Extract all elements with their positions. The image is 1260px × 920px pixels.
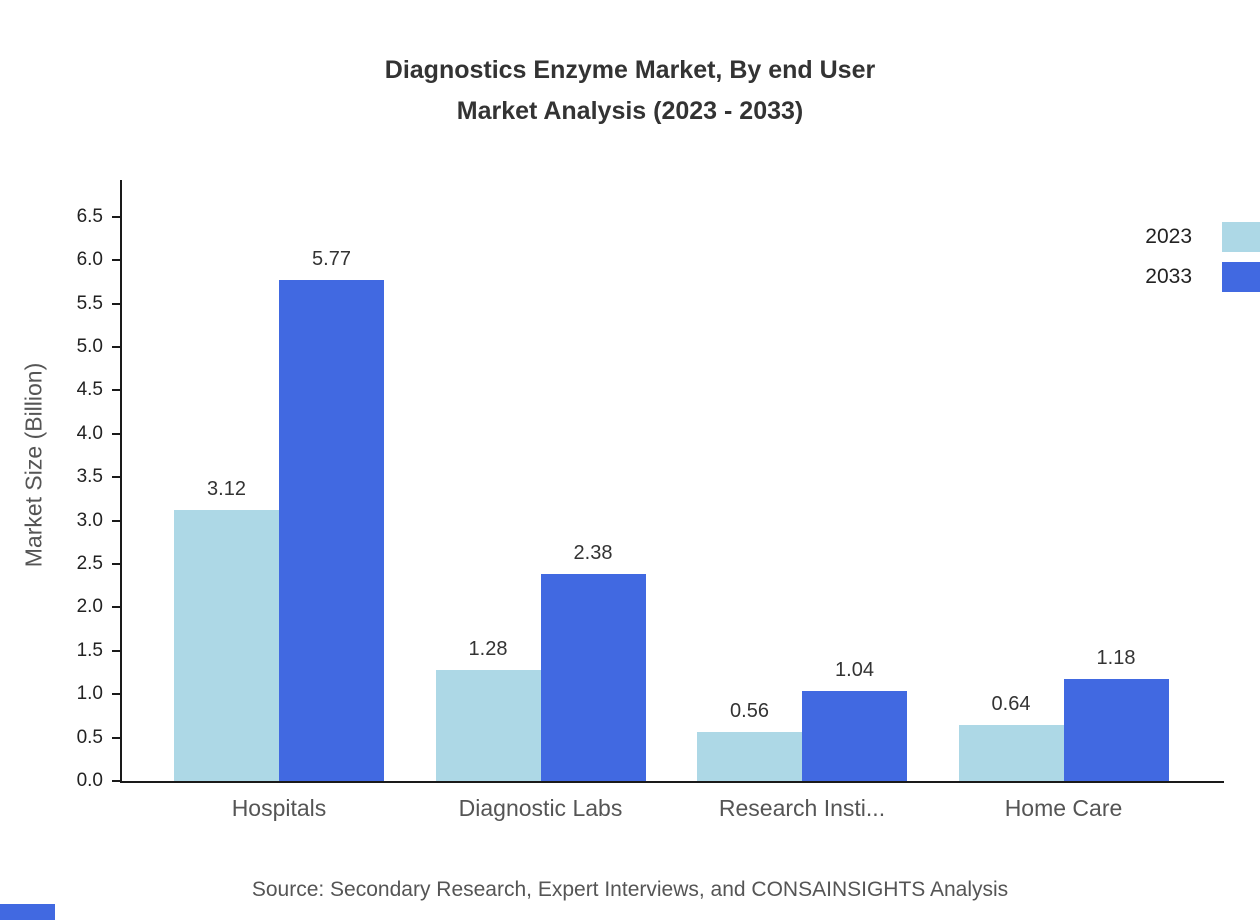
chart-title: Diagnostics Enzyme Market, By end User M… xyxy=(0,50,1260,132)
y-tick-label: 5.5 xyxy=(76,292,103,314)
y-tick-label: 4.0 xyxy=(76,422,103,444)
y-tick-label: 1.0 xyxy=(76,683,103,705)
y-tick-mark xyxy=(112,302,120,305)
y-tick-mark xyxy=(112,259,120,262)
source-note: Source: Secondary Research, Expert Inter… xyxy=(251,878,1009,901)
bar-2033-hospitals xyxy=(279,280,384,781)
y-tick-label: 6.5 xyxy=(76,205,103,227)
chart-title-line1: Diagnostics Enzyme Market, By end User xyxy=(384,56,876,84)
y-tick-label: 3.0 xyxy=(76,509,103,531)
y-tick-label: 2.0 xyxy=(76,596,103,618)
legend-label: 2023 xyxy=(1145,225,1192,248)
legend-swatch xyxy=(1222,262,1260,292)
y-tick-label: 2.5 xyxy=(76,553,103,574)
y-tick-label: 4.5 xyxy=(76,379,103,401)
value-label: 1.18 xyxy=(1096,646,1136,669)
bar-2033-research-insti- xyxy=(802,690,907,781)
category-label: Hospitals xyxy=(231,795,327,821)
chart-title-line2: Market Analysis (2023 - 2033) xyxy=(456,97,804,125)
brand-bar xyxy=(0,904,55,920)
value-label: 0.64 xyxy=(991,693,1031,716)
bar-2023-diagnostic-labs xyxy=(435,669,541,781)
value-label: 5.77 xyxy=(312,248,351,271)
y-tick-label: 3.5 xyxy=(76,466,103,488)
value-label: 0.56 xyxy=(730,700,769,723)
y-tick-mark xyxy=(112,606,120,609)
legend: 2023 2033 xyxy=(1145,222,1260,302)
y-tick-mark xyxy=(112,563,120,565)
legend-swatch xyxy=(1222,222,1260,252)
y-tick-mark xyxy=(112,693,120,696)
legend-item-2033: 2033 xyxy=(1145,262,1260,292)
category-label: Diagnostic Labs xyxy=(458,795,623,821)
y-tick-mark xyxy=(112,346,120,348)
value-label: 1.28 xyxy=(468,637,508,660)
bar-2033-diagnostic-labs xyxy=(540,574,646,781)
y-tick-mark xyxy=(112,432,120,435)
y-tick-mark xyxy=(112,736,120,739)
y-axis-ticks: 0.0 0.5 1.0 1.5 2.0 2.5 3.0 3.5 4.0 4.5 5.0 5.5 6.0 6… xyxy=(0,180,120,791)
bar-2033-home-care xyxy=(1063,678,1169,781)
y-tick-label: 0.5 xyxy=(76,726,103,748)
legend-item-2023: 2023 xyxy=(1145,222,1260,252)
bar-2023-hospitals xyxy=(174,510,279,781)
y-tick-mark xyxy=(112,476,120,479)
category-label: Research Insti... xyxy=(718,795,886,821)
y-tick-mark xyxy=(112,519,120,522)
value-label: 3.12 xyxy=(207,478,246,501)
y-tick-label: 5.0 xyxy=(76,336,103,357)
y-tick-mark xyxy=(112,215,120,218)
bar-2023-research-insti- xyxy=(697,732,802,781)
value-label: 2.38 xyxy=(573,542,613,565)
bar-2023-home-care xyxy=(958,725,1064,781)
legend-label: 2033 xyxy=(1145,265,1192,288)
y-tick-mark xyxy=(112,649,120,652)
y-tick-mark xyxy=(112,780,120,782)
plot-area: 3.12 5.77 Hospitals 1.28 2.38 Diagnostic Labs… xyxy=(120,180,1224,821)
category-label: Home Care xyxy=(1004,795,1123,821)
value-label: 1.04 xyxy=(835,658,874,681)
y-tick-mark xyxy=(112,389,120,392)
y-tick-label: 6.0 xyxy=(76,249,103,271)
y-tick-label: 0.0 xyxy=(76,770,103,791)
y-tick-label: 1.5 xyxy=(76,639,103,661)
